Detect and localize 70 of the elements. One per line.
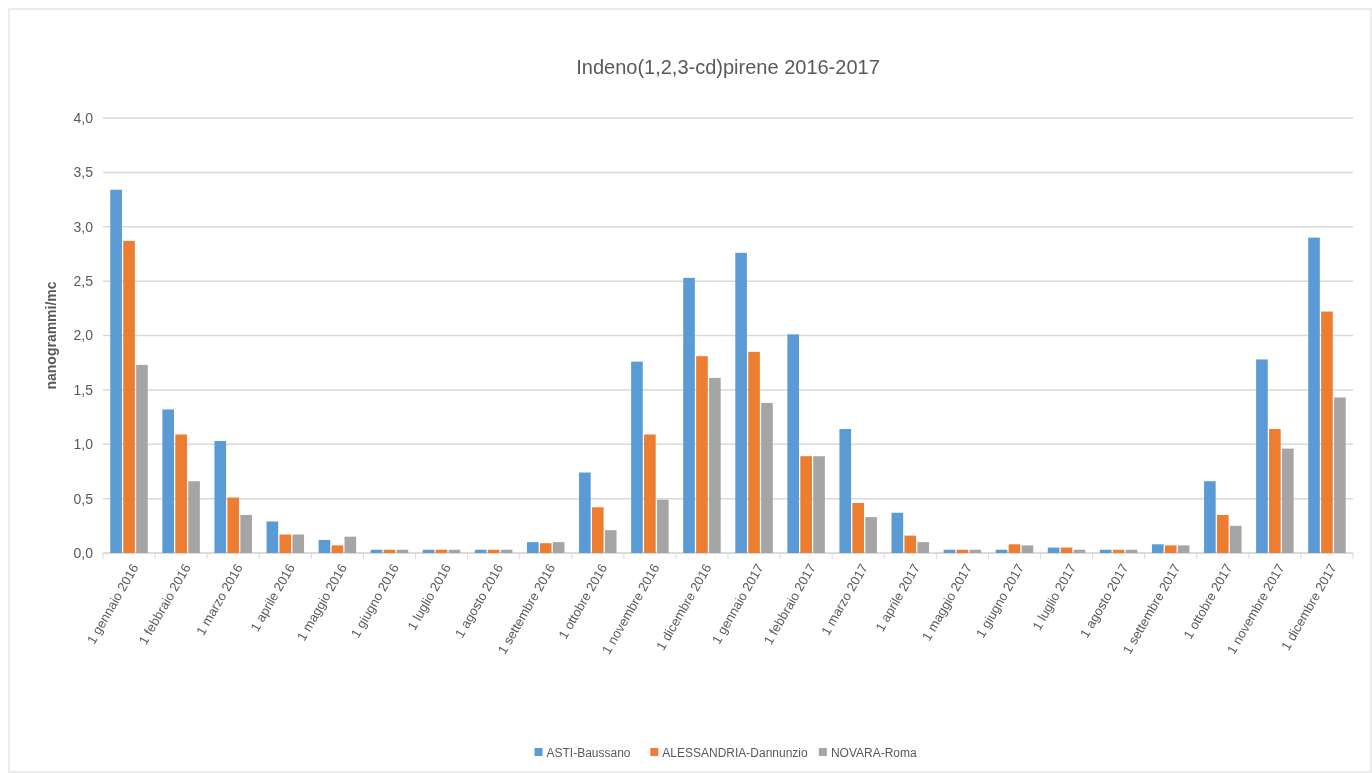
bar	[526, 542, 539, 553]
bar	[631, 361, 643, 553]
bar	[292, 534, 305, 553]
bar	[266, 521, 279, 553]
bar	[474, 549, 487, 553]
bar	[318, 539, 331, 553]
bar	[175, 434, 187, 553]
bar	[904, 535, 917, 553]
bar	[748, 351, 760, 553]
legend-label: ALESSANDRIA-Dannunzio	[662, 746, 809, 761]
bar	[1308, 237, 1320, 553]
legend-label: NOVARA-Roma	[830, 746, 918, 761]
bar	[735, 252, 747, 553]
bar	[227, 497, 240, 553]
bar	[188, 481, 200, 553]
bar	[709, 377, 721, 553]
bar	[331, 545, 344, 553]
y-tick-label: 0,0	[73, 544, 94, 561]
bar	[656, 499, 669, 553]
bar	[1151, 544, 1164, 553]
y-tick-label: 4,0	[73, 109, 94, 126]
bar	[644, 434, 656, 553]
bar	[1281, 448, 1294, 553]
bar	[800, 456, 812, 553]
bar	[1256, 359, 1268, 553]
bar	[865, 517, 877, 553]
bar	[110, 189, 122, 553]
bar	[969, 549, 982, 553]
bar	[1334, 397, 1346, 553]
bar	[1099, 549, 1112, 553]
legend-label: ASTI-Baussano	[546, 746, 631, 761]
bar	[696, 356, 708, 553]
y-tick-label: 3,0	[73, 218, 94, 235]
bar	[1321, 311, 1333, 553]
bar	[1269, 429, 1281, 553]
bar	[891, 512, 904, 553]
bar	[214, 440, 227, 553]
bar	[123, 240, 135, 553]
bar	[136, 364, 148, 553]
y-tick-label: 2,0	[73, 327, 94, 344]
y-tick-label: 2,5	[73, 273, 94, 290]
bar	[279, 534, 292, 553]
bar	[344, 536, 357, 553]
bar	[761, 402, 773, 553]
y-tick-label: 1,0	[73, 436, 94, 453]
bar	[839, 429, 852, 553]
bar	[1021, 545, 1034, 553]
bar	[591, 507, 604, 553]
bar	[917, 542, 930, 553]
bar	[1177, 545, 1190, 553]
bar	[852, 502, 865, 553]
bar	[539, 543, 552, 553]
y-axis-title: nanogrammi/mc	[43, 281, 59, 390]
chart-title: Indeno(1,2,3-cd)pirene 2016-2017	[576, 56, 880, 78]
y-tick-label: 3,5	[73, 164, 94, 181]
bar	[787, 334, 800, 553]
bar	[240, 514, 252, 553]
bar	[813, 456, 825, 553]
bar	[1008, 544, 1021, 553]
bar	[1216, 514, 1229, 553]
bar	[579, 472, 591, 553]
y-tick-label: 1,5	[73, 381, 94, 398]
bar	[1229, 525, 1242, 553]
bar	[683, 277, 695, 553]
bar	[162, 409, 175, 553]
bar	[552, 542, 565, 553]
bar	[1204, 481, 1216, 553]
y-tick-label: 0,5	[73, 490, 94, 507]
bar	[604, 530, 617, 553]
bar	[1164, 545, 1177, 553]
